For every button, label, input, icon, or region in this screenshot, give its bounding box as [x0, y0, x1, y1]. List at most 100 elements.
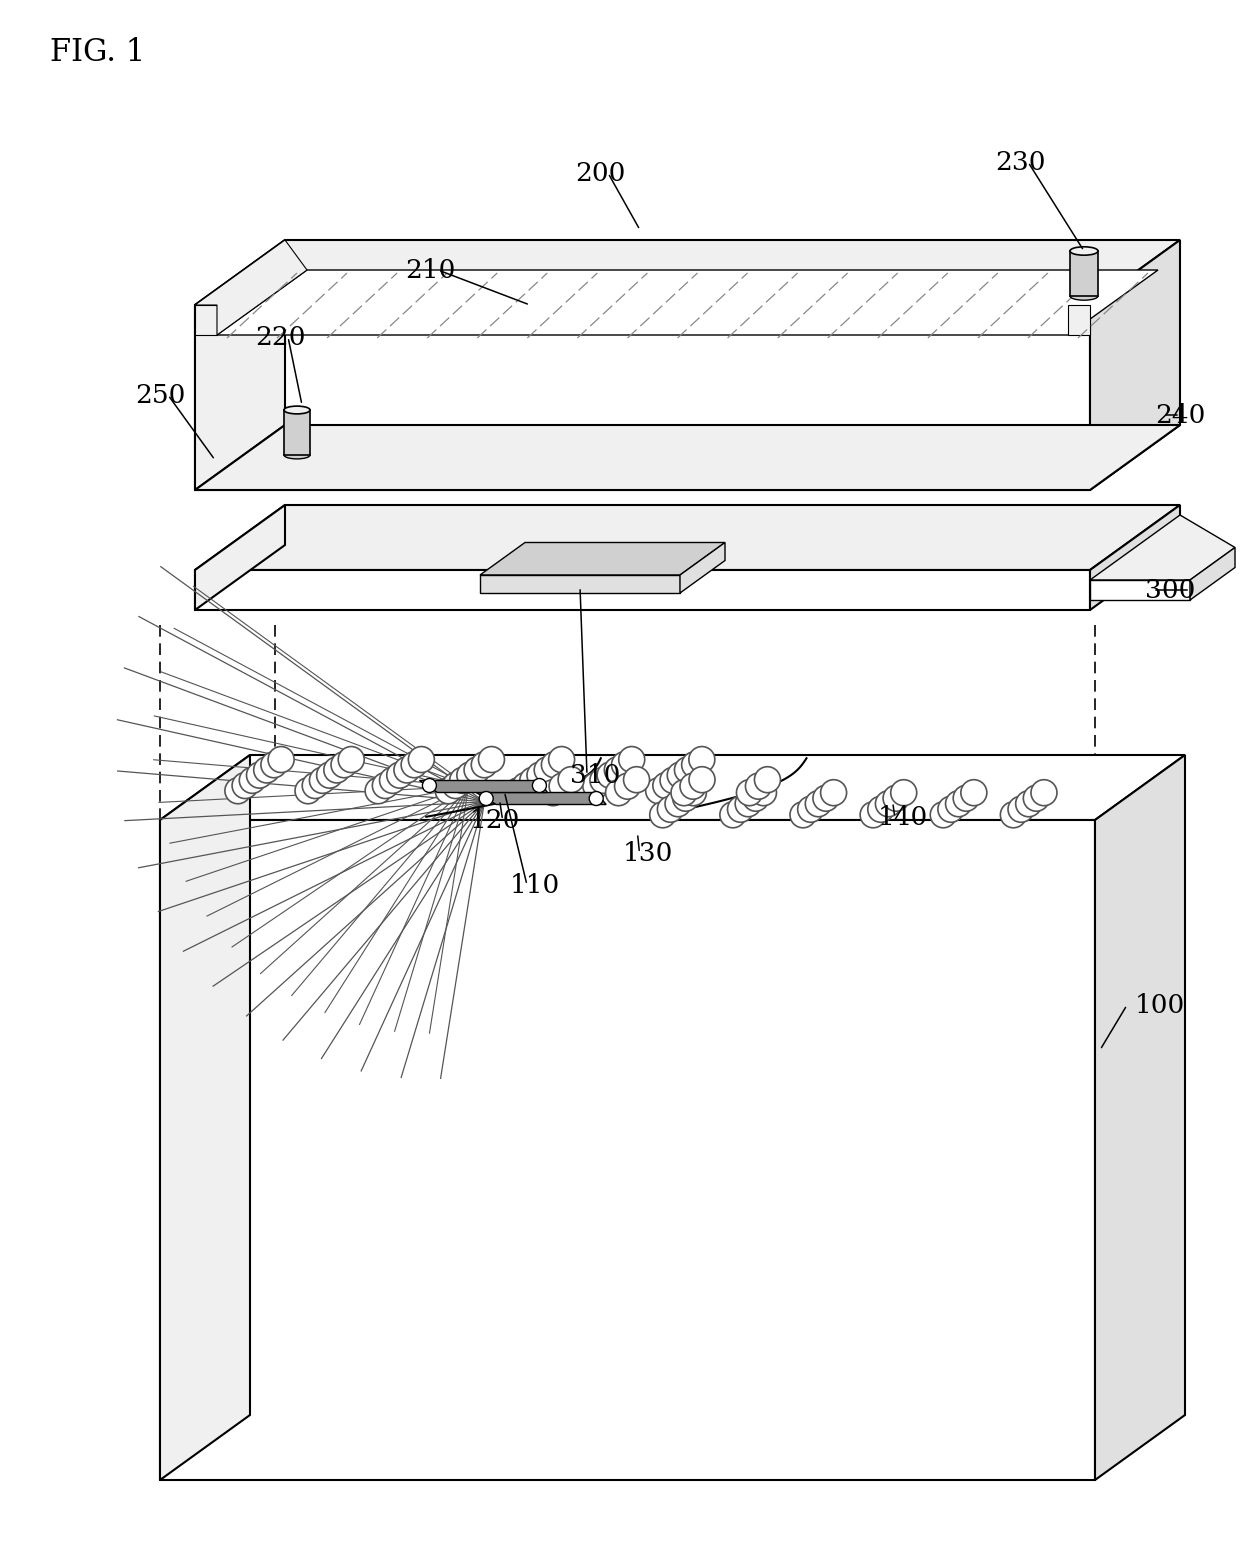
- Circle shape: [303, 773, 329, 799]
- Circle shape: [805, 791, 831, 816]
- Circle shape: [671, 779, 697, 805]
- Circle shape: [549, 773, 575, 799]
- Circle shape: [331, 751, 357, 778]
- Polygon shape: [195, 505, 285, 610]
- Circle shape: [387, 762, 413, 788]
- Circle shape: [930, 802, 956, 827]
- Circle shape: [728, 796, 754, 823]
- Text: 110: 110: [510, 872, 560, 897]
- Circle shape: [660, 767, 686, 793]
- Circle shape: [542, 751, 568, 778]
- Circle shape: [611, 751, 637, 778]
- Circle shape: [575, 778, 601, 804]
- Circle shape: [790, 802, 816, 827]
- Circle shape: [1016, 791, 1042, 816]
- Circle shape: [464, 757, 490, 784]
- Circle shape: [1023, 785, 1049, 812]
- Circle shape: [365, 778, 391, 804]
- Bar: [284, 411, 310, 456]
- Circle shape: [456, 762, 482, 788]
- Text: FIG. 1: FIG. 1: [50, 36, 145, 67]
- Polygon shape: [195, 305, 217, 334]
- Polygon shape: [217, 271, 1158, 334]
- Circle shape: [541, 779, 567, 805]
- Circle shape: [598, 762, 624, 788]
- Bar: [1070, 250, 1097, 295]
- Text: 140: 140: [878, 805, 928, 830]
- Polygon shape: [1090, 239, 1180, 490]
- Circle shape: [479, 791, 494, 805]
- Polygon shape: [195, 305, 1090, 490]
- Polygon shape: [680, 543, 725, 592]
- Circle shape: [737, 779, 763, 805]
- Circle shape: [689, 746, 714, 773]
- Text: 210: 210: [404, 258, 455, 283]
- Circle shape: [479, 746, 505, 773]
- Text: 120: 120: [470, 807, 520, 832]
- Polygon shape: [480, 575, 680, 592]
- Circle shape: [797, 796, 823, 823]
- Circle shape: [247, 762, 273, 788]
- Polygon shape: [1090, 505, 1180, 610]
- Polygon shape: [195, 239, 1180, 305]
- Circle shape: [604, 757, 630, 784]
- Text: 200: 200: [575, 160, 625, 185]
- Polygon shape: [195, 239, 308, 334]
- Circle shape: [946, 791, 972, 816]
- Circle shape: [937, 796, 963, 823]
- Circle shape: [379, 767, 405, 793]
- Text: 130: 130: [622, 841, 672, 866]
- Text: 310: 310: [570, 762, 620, 787]
- Circle shape: [646, 778, 672, 804]
- Circle shape: [1001, 802, 1027, 827]
- Circle shape: [961, 779, 987, 805]
- Circle shape: [750, 779, 776, 805]
- Polygon shape: [1190, 547, 1235, 600]
- Circle shape: [548, 746, 574, 773]
- Circle shape: [532, 779, 547, 793]
- Circle shape: [254, 757, 280, 784]
- Text: 240: 240: [1154, 403, 1205, 428]
- Polygon shape: [160, 819, 1095, 1480]
- Circle shape: [672, 785, 698, 812]
- Circle shape: [583, 773, 609, 799]
- Circle shape: [667, 762, 693, 788]
- Polygon shape: [1095, 756, 1185, 1480]
- Polygon shape: [1090, 580, 1190, 600]
- Circle shape: [875, 791, 901, 816]
- Ellipse shape: [1070, 247, 1097, 255]
- Circle shape: [868, 796, 894, 823]
- Circle shape: [743, 785, 769, 812]
- Circle shape: [605, 779, 631, 805]
- Text: 230: 230: [994, 149, 1045, 174]
- Circle shape: [512, 773, 538, 799]
- Circle shape: [527, 762, 553, 788]
- Circle shape: [232, 773, 258, 799]
- Ellipse shape: [1070, 292, 1097, 300]
- Circle shape: [624, 767, 650, 793]
- Circle shape: [394, 757, 420, 784]
- Text: 250: 250: [135, 383, 185, 407]
- Circle shape: [821, 779, 847, 805]
- Polygon shape: [1090, 515, 1235, 580]
- Circle shape: [735, 791, 761, 816]
- Text: 300: 300: [1145, 577, 1195, 602]
- Circle shape: [813, 785, 839, 812]
- Text: 100: 100: [1135, 992, 1185, 1017]
- Circle shape: [861, 802, 887, 827]
- Circle shape: [506, 778, 532, 804]
- Circle shape: [954, 785, 980, 812]
- Polygon shape: [480, 543, 725, 575]
- Ellipse shape: [284, 406, 310, 414]
- Circle shape: [316, 762, 342, 788]
- Circle shape: [890, 779, 916, 805]
- Circle shape: [443, 773, 469, 799]
- Circle shape: [619, 746, 645, 773]
- Text: 220: 220: [254, 325, 305, 350]
- Circle shape: [675, 757, 701, 784]
- Circle shape: [652, 773, 678, 799]
- Circle shape: [471, 751, 497, 778]
- Polygon shape: [476, 793, 606, 804]
- Circle shape: [1030, 779, 1056, 805]
- Circle shape: [408, 746, 434, 773]
